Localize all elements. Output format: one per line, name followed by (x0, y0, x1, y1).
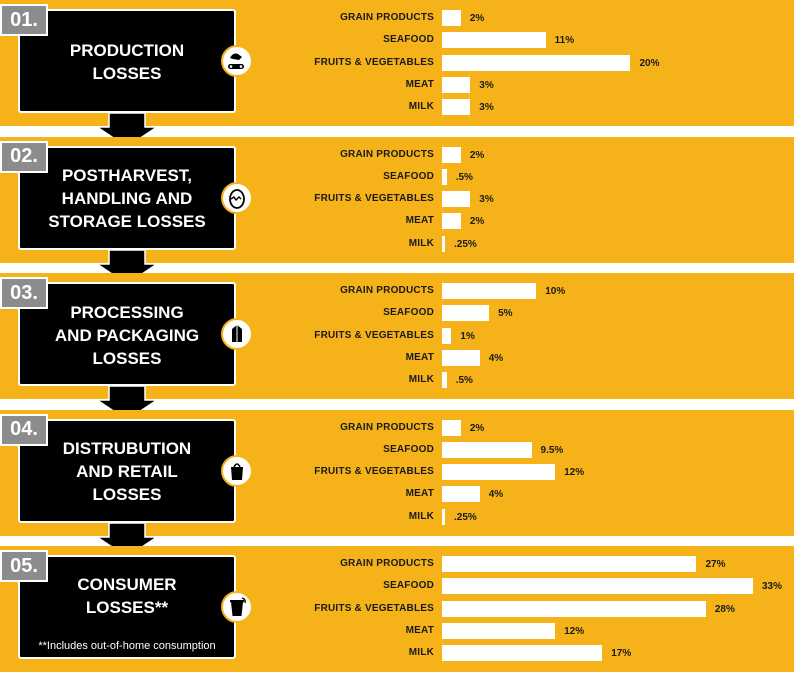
data-bar (442, 578, 753, 595)
data-bar (442, 508, 445, 525)
footnote: **Includes out-of-home consumption (38, 640, 216, 652)
value-label: 33% (762, 581, 783, 593)
category-label: GRAIN PRODUCTS (340, 558, 434, 569)
data-bar (442, 54, 631, 71)
stage-box (18, 9, 236, 113)
stage-title: DISTRUBUTION AND RETAIL LOSSES (62, 439, 192, 504)
value-label: 1% (460, 330, 475, 342)
data-bar (442, 213, 461, 230)
category-label: MILK (408, 237, 434, 249)
data-bar (442, 419, 461, 436)
data-bar (442, 32, 546, 49)
stage-number-badge: 05. (0, 550, 48, 582)
value-label: .5% (455, 171, 473, 183)
category-label: SEAFOOD (383, 307, 434, 319)
data-bar (442, 327, 452, 344)
value-label: 28% (714, 603, 735, 615)
category-label: GRAIN PRODUCTS (340, 285, 434, 296)
value-label: 2% (469, 149, 485, 161)
value-label: 12% (564, 467, 585, 479)
value-label: 12% (564, 625, 585, 637)
category-label: FRUITS & VEGETABLES (314, 56, 434, 68)
data-bar (442, 645, 603, 662)
stage-number-badge: 01. (0, 4, 48, 36)
value-label: 3% (479, 79, 494, 91)
data-bar (442, 146, 461, 163)
category-label: MILK (408, 374, 434, 386)
category-label: FRUITS & VEGETABLES (314, 602, 434, 614)
value-label: 2% (469, 422, 485, 434)
data-bar (442, 235, 445, 252)
cracked-egg-icon (221, 181, 253, 214)
category-label: SEAFOOD (383, 170, 434, 182)
value-label: 3% (479, 194, 494, 206)
category-label: MILK (408, 510, 434, 522)
data-bar (442, 372, 447, 389)
category-label: FRUITS & VEGETABLES (314, 466, 434, 478)
category-label: MILK (408, 647, 434, 659)
value-label: 2% (469, 216, 485, 228)
value-label: 11% (554, 35, 575, 47)
shopping-bag-icon (221, 454, 253, 487)
category-label: MEAT (405, 78, 434, 90)
data-bar (442, 486, 480, 503)
category-label: MEAT (405, 215, 434, 227)
category-label: FRUITS & VEGETABLES (314, 329, 434, 341)
data-bar (442, 191, 471, 208)
trash-can-icon (221, 591, 253, 623)
hand-conveyor-icon (221, 45, 253, 77)
data-bar (442, 441, 532, 458)
category-label: MILK (408, 101, 434, 113)
value-label: 9.5% (540, 444, 564, 456)
value-label: 5% (498, 308, 513, 320)
stage-box (18, 145, 236, 250)
category-label: GRAIN PRODUCTS (340, 148, 434, 160)
stage-title: PROCESSING AND PACKAGING LOSSES (54, 302, 200, 368)
stage-box (18, 555, 236, 659)
data-bar (442, 556, 697, 572)
value-label: .5% (455, 375, 473, 387)
data-bar (442, 349, 480, 366)
data-bar (442, 99, 471, 116)
stage-title: POSTHARVEST, HANDLING AND STORAGE LOSSES (48, 166, 206, 231)
data-bar (442, 283, 537, 299)
category-label: MEAT (405, 624, 434, 636)
value-label: .25% (454, 238, 477, 250)
milk-carton-icon (221, 318, 253, 350)
category-label: MEAT (405, 488, 434, 500)
category-label: FRUITS & VEGETABLES (314, 193, 434, 205)
stage-box (18, 282, 236, 386)
data-bar (442, 76, 471, 93)
value-label: 4% (488, 489, 504, 501)
data-bar (442, 10, 461, 26)
data-bar (442, 168, 447, 185)
value-label: .25% (454, 511, 477, 523)
value-label: 3% (479, 102, 494, 114)
category-label: SEAFOOD (383, 34, 434, 46)
data-bar (442, 464, 556, 481)
value-label: 17% (611, 648, 632, 660)
value-label: 10% (545, 286, 566, 297)
value-label: 4% (488, 352, 504, 364)
stage-number-badge: 03. (0, 277, 48, 309)
stage-number-badge: 02. (0, 140, 48, 173)
value-label: 20% (639, 57, 660, 69)
stage-number-badge: 04. (0, 413, 48, 446)
category-label: MEAT (405, 351, 434, 363)
data-bar (442, 600, 706, 617)
category-label: SEAFOOD (383, 443, 434, 455)
data-bar (442, 622, 556, 639)
data-bar (442, 305, 490, 322)
stage-title: PRODUCTION LOSSES (69, 41, 185, 83)
value-label: 27% (705, 559, 726, 570)
category-label: GRAIN PRODUCTS (340, 421, 434, 433)
category-label: SEAFOOD (383, 580, 434, 592)
category-label: GRAIN PRODUCTS (340, 12, 434, 23)
stage-title: CONSUMER LOSSES** (77, 575, 177, 617)
value-label: 2% (469, 13, 485, 24)
stage-box (18, 418, 236, 523)
